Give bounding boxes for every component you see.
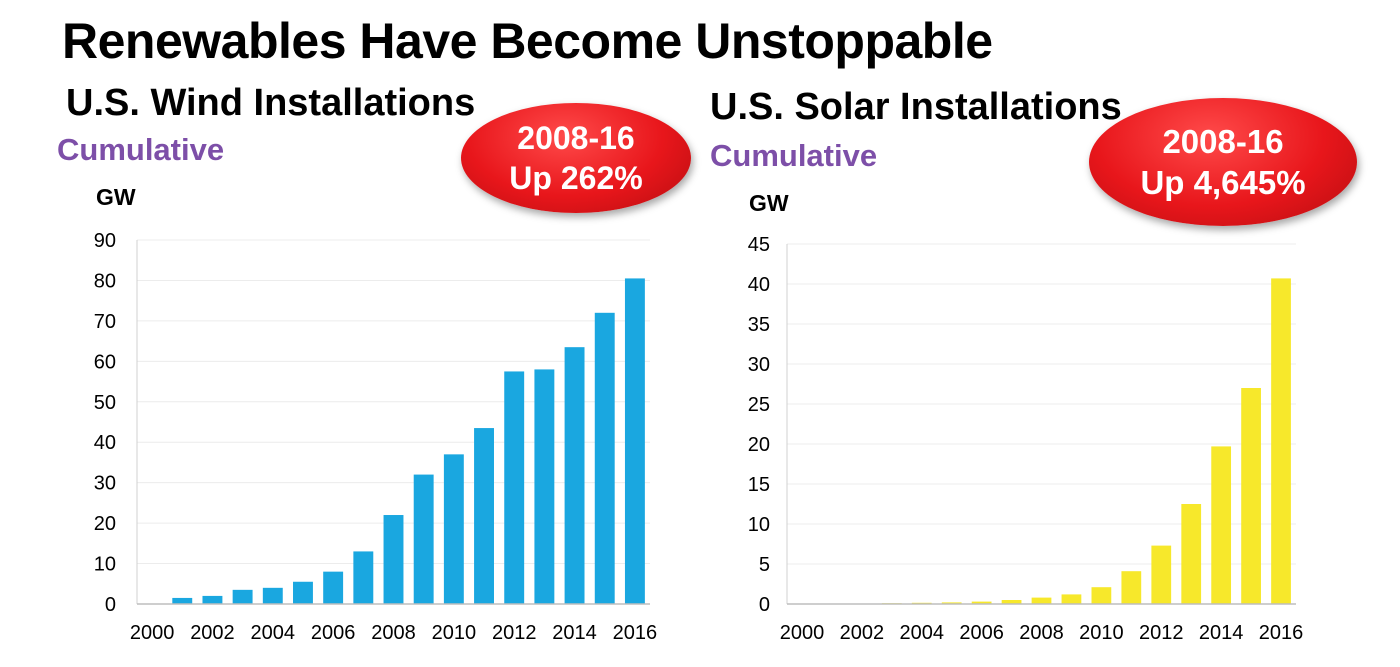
wind-bar-2005 <box>293 581 313 604</box>
wind-bar-2004 <box>262 587 283 604</box>
solar-y-tick-label: 10 <box>748 514 770 536</box>
solar-bar-2006 <box>971 601 992 604</box>
wind-bar-2014 <box>564 347 585 604</box>
solar-bar-2011 <box>1121 571 1142 604</box>
wind-y-tick-label: 30 <box>94 473 116 495</box>
wind-unit-label: GW <box>96 184 136 210</box>
wind-bar-2003 <box>232 589 253 604</box>
wind-x-tick-label: 2016 <box>613 622 658 644</box>
wind-bar-2012 <box>504 371 525 604</box>
solar-y-tick-label: 5 <box>759 554 770 576</box>
wind-x-tick-label: 2002 <box>190 622 235 644</box>
solar-unit-label: GW <box>749 190 789 216</box>
solar-x-tick-label: 2000 <box>780 622 825 644</box>
wind-x-tick-label: 2010 <box>432 622 477 644</box>
wind-x-tick-label: 2014 <box>552 622 597 644</box>
wind-bar-2016 <box>624 278 645 604</box>
wind-bar-2002 <box>202 595 223 604</box>
wind-bar-2015 <box>594 312 615 604</box>
solar-y-tick-label: 35 <box>748 314 770 336</box>
solar-y-tick-label: 15 <box>748 474 770 496</box>
wind-x-tick-label: 2008 <box>371 622 416 644</box>
wind-badge-period: 2008-16 <box>517 120 635 156</box>
wind-x-tick-label: 2012 <box>492 622 537 644</box>
solar-bar-2005 <box>941 602 962 604</box>
solar-x-tick-label: 2008 <box>1019 622 1064 644</box>
solar-x-tick-label: 2014 <box>1199 622 1244 644</box>
wind-chart-title: U.S. Wind Installations <box>66 82 476 124</box>
solar-y-tick-label: 40 <box>748 274 770 296</box>
solar-bar-chart: 0 5 10 15 20 25 30 35 40 45 2000 2002 2004 2006 2008 20… <box>748 234 1304 644</box>
solar-x-tick-label: 2012 <box>1139 622 1184 644</box>
solar-bar-2015 <box>1241 388 1261 604</box>
solar-bar-2010 <box>1091 587 1112 604</box>
solar-y-tick-label: 0 <box>759 594 770 616</box>
wind-x-tick-label: 2000 <box>130 622 175 644</box>
solar-bar-2016 <box>1271 278 1291 604</box>
wind-bar-2007 <box>353 551 374 604</box>
wind-y-tick-label: 50 <box>94 392 116 414</box>
wind-x-tick-label: 2004 <box>251 622 296 644</box>
solar-bar-2007 <box>1001 600 1022 604</box>
wind-y-tick-label: 70 <box>94 311 116 333</box>
solar-y-tick-label: 45 <box>748 234 770 256</box>
wind-bar-chart: 0 10 20 30 40 50 60 70 80 90 2000 2002 2004 2006 2008 2… <box>94 230 658 644</box>
wind-y-tick-label: 20 <box>94 513 116 535</box>
solar-y-tick-label: 20 <box>748 434 770 456</box>
solar-x-tick-label: 2016 <box>1259 622 1304 644</box>
solar-bar-2009 <box>1061 594 1082 604</box>
main-title: Renewables Have Become Unstoppable <box>62 13 993 69</box>
solar-x-tick-label: 2010 <box>1079 622 1124 644</box>
wind-panel: U.S. Wind Installations Cumulative GW 20… <box>57 82 691 644</box>
solar-y-tick-label: 25 <box>748 394 770 416</box>
wind-bar-2011 <box>474 428 494 604</box>
solar-badge-growth: Up 4,645% <box>1140 164 1306 201</box>
solar-subtitle: Cumulative <box>710 138 878 173</box>
wind-x-tick-label: 2006 <box>311 622 356 644</box>
solar-bar-2008 <box>1031 597 1052 604</box>
wind-y-tick-label: 10 <box>94 554 116 576</box>
wind-badge-growth: Up 262% <box>509 160 643 196</box>
wind-bar-2008 <box>383 515 404 604</box>
solar-panel: U.S. Solar Installations Cumulative GW 2… <box>700 0 1400 667</box>
solar-x-tick-label: 2002 <box>840 622 885 644</box>
wind-y-tick-label: 40 <box>94 432 116 454</box>
wind-bar-2001 <box>172 597 193 604</box>
solar-growth-badge: 2008-16 Up 4,645% <box>1089 98 1357 226</box>
solar-chart-title: U.S. Solar Installations <box>710 86 1122 128</box>
solar-y-tick-label: 30 <box>748 354 770 376</box>
wind-subtitle: Cumulative <box>57 132 225 167</box>
solar-badge-period: 2008-16 <box>1162 122 1284 160</box>
wind-bar-2010 <box>443 454 464 604</box>
wind-y-tick-label: 90 <box>94 230 116 252</box>
wind-bar-2009 <box>413 474 434 604</box>
wind-y-tick-label: 0 <box>105 594 116 616</box>
wind-y-tick-label: 60 <box>94 351 116 373</box>
wind-bar-2013 <box>534 369 555 604</box>
solar-x-tick-label: 2004 <box>899 622 944 644</box>
wind-bar-2006 <box>323 571 344 604</box>
solar-bar-2012 <box>1151 545 1172 604</box>
solar-bar-2014 <box>1211 446 1232 604</box>
solar-x-tick-label: 2006 <box>959 622 1004 644</box>
wind-growth-badge: 2008-16 Up 262% <box>461 103 691 213</box>
wind-y-tick-label: 80 <box>94 270 116 292</box>
solar-bar-2013 <box>1181 504 1202 604</box>
